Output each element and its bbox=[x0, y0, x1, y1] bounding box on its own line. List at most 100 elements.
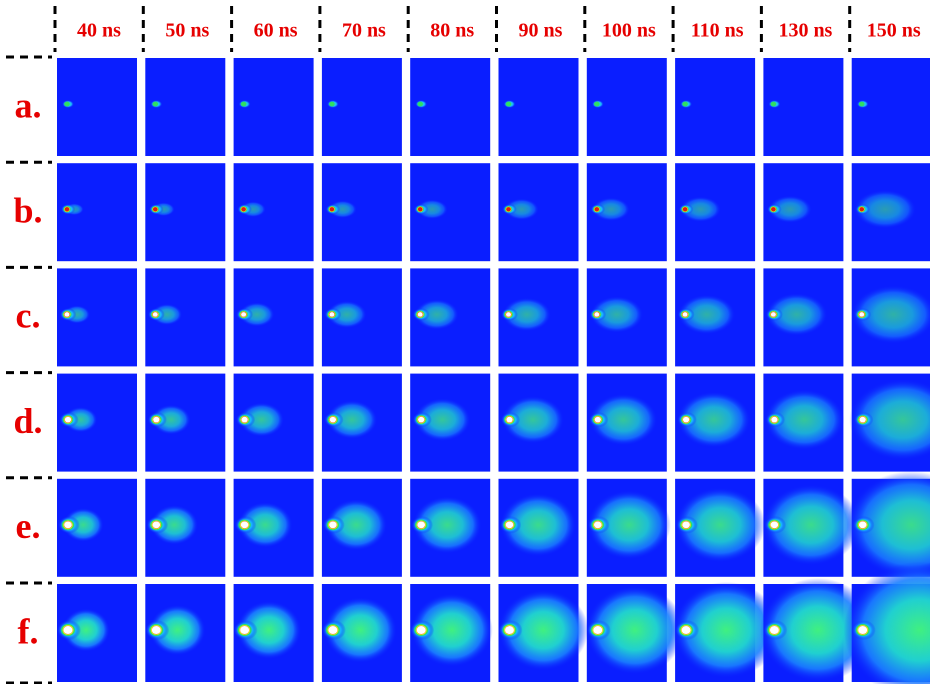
image-cell bbox=[675, 58, 755, 156]
plume-core-red bbox=[65, 207, 70, 211]
plume-core-white bbox=[771, 521, 779, 528]
plume-core-red bbox=[859, 207, 864, 211]
plume-core-white bbox=[417, 626, 426, 634]
plume-core-white bbox=[418, 312, 423, 317]
plume-core-white bbox=[64, 626, 73, 634]
plume-core-red bbox=[506, 207, 511, 211]
plume-core-green bbox=[859, 102, 865, 107]
image-cell bbox=[587, 58, 667, 156]
image-cell bbox=[585, 584, 684, 682]
image-cell bbox=[234, 584, 314, 682]
plume-core-green bbox=[329, 102, 335, 107]
image-cell bbox=[322, 584, 402, 682]
image-cell bbox=[322, 479, 402, 577]
image-cell bbox=[57, 163, 137, 261]
column-label: 100 ns bbox=[602, 20, 656, 42]
image-cell bbox=[763, 58, 843, 156]
plume-core-red bbox=[771, 207, 776, 211]
image-cell bbox=[410, 268, 490, 366]
image-cell bbox=[234, 268, 314, 366]
plume-core-green bbox=[594, 102, 600, 107]
image-cell bbox=[57, 268, 137, 366]
plume-core-white bbox=[770, 626, 779, 634]
row-label: f. bbox=[18, 611, 39, 651]
plume-core-white bbox=[594, 521, 602, 528]
image-cell bbox=[410, 58, 490, 156]
image-cell bbox=[587, 479, 671, 577]
image-cell bbox=[145, 163, 225, 261]
plume-core-green bbox=[506, 102, 512, 107]
image-cell bbox=[57, 479, 137, 577]
plume-core-red bbox=[330, 207, 335, 211]
plume-core-white bbox=[593, 626, 602, 634]
plume-core-white bbox=[860, 417, 866, 423]
row-label: a. bbox=[15, 85, 42, 125]
image-cell bbox=[763, 163, 843, 261]
column-label: 130 ns bbox=[778, 20, 832, 42]
column-label: 110 ns bbox=[691, 20, 744, 42]
image-cell bbox=[675, 163, 755, 261]
plume-core-green bbox=[241, 102, 247, 107]
plume-core-white bbox=[65, 417, 71, 423]
image-cell bbox=[675, 268, 755, 366]
image-cell bbox=[499, 163, 579, 261]
plume-core-white bbox=[417, 521, 425, 528]
plume-core-red bbox=[418, 207, 423, 211]
plume-core-white bbox=[595, 417, 601, 423]
plume-core-white bbox=[859, 521, 867, 528]
plume-core-white bbox=[506, 417, 512, 423]
image-cell bbox=[587, 163, 667, 261]
image-cell bbox=[499, 479, 579, 577]
image-cell bbox=[234, 163, 314, 261]
image-cell bbox=[762, 479, 860, 577]
plume-core-white bbox=[594, 312, 599, 317]
image-cell bbox=[587, 268, 667, 366]
image-cell bbox=[57, 58, 137, 156]
image-cell bbox=[410, 584, 493, 682]
image-cell bbox=[498, 584, 588, 682]
plume-core-green bbox=[771, 102, 777, 107]
image-cell bbox=[322, 268, 402, 366]
image-cell bbox=[499, 374, 579, 472]
image-cell bbox=[844, 562, 930, 684]
plume-core-white bbox=[152, 521, 160, 528]
image-cell bbox=[57, 374, 137, 472]
plume-core-white bbox=[329, 312, 334, 317]
row-label: e. bbox=[16, 506, 41, 546]
column-label: 150 ns bbox=[867, 20, 921, 42]
image-cell bbox=[410, 163, 490, 261]
image-cell bbox=[675, 374, 755, 472]
plume-core-white bbox=[64, 312, 69, 317]
image-cell bbox=[145, 479, 225, 577]
image-cell bbox=[499, 268, 579, 366]
plume-core-white bbox=[241, 417, 247, 423]
image-cell bbox=[852, 163, 930, 261]
plume-core-white bbox=[858, 626, 867, 634]
image-cell bbox=[322, 58, 402, 156]
plume-core-green bbox=[682, 102, 688, 107]
plume-core-white bbox=[771, 312, 776, 317]
image-cell bbox=[322, 163, 402, 261]
plume-core-green bbox=[153, 102, 159, 107]
figure-grid: 40 ns50 ns60 ns70 ns80 ns90 ns100 ns110 … bbox=[0, 0, 930, 684]
plume-core-white bbox=[153, 417, 159, 423]
row-label: d. bbox=[13, 401, 42, 441]
column-label: 80 ns bbox=[430, 20, 474, 42]
plume-core-white bbox=[241, 521, 249, 528]
plume-core-white bbox=[506, 521, 514, 528]
plume-core-white bbox=[418, 417, 424, 423]
row-label: c. bbox=[16, 296, 41, 336]
image-cell bbox=[145, 584, 225, 682]
plume-core-green bbox=[64, 102, 70, 107]
image-cell bbox=[675, 479, 766, 577]
plume-core-white bbox=[330, 417, 336, 423]
image-cell bbox=[145, 374, 225, 472]
column-label: 90 ns bbox=[519, 20, 563, 42]
plume-core-red bbox=[241, 207, 246, 211]
image-cell bbox=[234, 58, 314, 156]
image-cell bbox=[322, 374, 402, 472]
image-cell bbox=[852, 58, 930, 156]
column-label: 40 ns bbox=[77, 20, 121, 42]
plume-core-white bbox=[240, 626, 249, 634]
column-label: 70 ns bbox=[342, 20, 386, 42]
